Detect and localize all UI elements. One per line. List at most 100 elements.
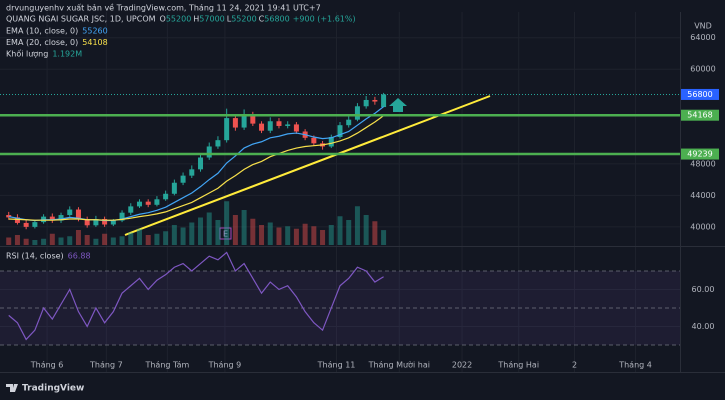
volume-bar: [171, 225, 177, 245]
logo-icon: [6, 384, 18, 392]
volume-bar: [93, 238, 99, 245]
legend-text: 55260: [82, 27, 107, 36]
trend-line: [124, 95, 491, 236]
candle-body: [6, 215, 12, 218]
x-tick-label: Tháng 7: [89, 361, 123, 370]
candle-body: [276, 121, 282, 126]
rsi-tick-label: 40.00: [692, 322, 715, 331]
legend-text: RSI (14, close): [6, 252, 64, 261]
y-tick-label: 60000: [690, 65, 715, 74]
level-tag: [681, 109, 719, 121]
ema-line: [8, 115, 384, 221]
legend-value: 66.88: [68, 252, 91, 261]
volume-bar: [232, 215, 238, 245]
legend-text: 54108: [82, 38, 107, 47]
volume-bar: [58, 237, 64, 245]
candle-body: [328, 137, 334, 147]
candle-body: [337, 125, 343, 138]
x-tick-label: Tháng 9: [208, 361, 242, 370]
legend-text: +900 (+1.61%): [293, 15, 356, 24]
candle-body: [84, 218, 90, 226]
level-tag-label: 54168: [687, 111, 712, 120]
candle-body: [293, 124, 299, 132]
candle-body: [215, 140, 221, 147]
y-tick-label: 40000: [690, 222, 715, 231]
candle-body: [58, 215, 64, 221]
candle-body: [224, 118, 230, 141]
x-tick-label: Tháng Hai: [497, 361, 539, 370]
earnings-marker: E: [223, 230, 228, 239]
legend-text: EMA (10, close, 0): [6, 27, 78, 36]
candle-body: [311, 137, 317, 144]
volume-bar: [145, 235, 151, 245]
x-tick-label: Tháng 6: [30, 361, 64, 370]
candle-body: [49, 216, 55, 221]
volume-bar: [136, 228, 142, 245]
legend-text: 1.192M: [52, 50, 82, 59]
earnings-box: [219, 227, 232, 240]
candle-body: [67, 209, 73, 216]
volume-bar: [293, 228, 299, 245]
volume-bar: [372, 221, 378, 245]
legend-text: C: [259, 15, 265, 24]
candle-body: [93, 218, 99, 226]
candle-body: [346, 119, 352, 126]
x-tick-label: Tháng 11: [317, 361, 356, 370]
attribution: drvunguyenhv xuất bản về TradingView.com…: [6, 3, 321, 13]
legend-text: 57000: [199, 15, 224, 24]
candle-body: [23, 222, 29, 227]
candle-body: [241, 114, 247, 128]
candle-body: [180, 175, 186, 183]
candle-body: [381, 94, 387, 108]
volume-bar: [154, 233, 160, 245]
volume-bar: [189, 222, 195, 245]
rsi-tick-label: 60.00: [692, 285, 715, 294]
legend-text: 56800: [264, 15, 289, 24]
volume-bar: [311, 226, 317, 245]
candle-body: [163, 193, 169, 200]
volume-bar: [6, 237, 12, 245]
x-tick-label: Tháng Tám: [144, 361, 189, 370]
volume-bar: [276, 227, 282, 245]
legend-text: L: [227, 15, 232, 24]
candle-body: [110, 220, 116, 225]
y-tick-label: 64000: [690, 33, 715, 42]
volume-bar: [328, 225, 334, 245]
volume-bar: [320, 230, 326, 245]
x-tick-label: 2022: [452, 361, 472, 370]
candle-body: [102, 218, 108, 225]
volume-bar: [110, 237, 116, 245]
candle-body: [128, 206, 134, 213]
legend-text: 55200: [166, 15, 191, 24]
up-arrow: [389, 98, 407, 112]
volume-bar: [259, 225, 265, 245]
candle-body: [363, 99, 369, 107]
candle-body: [145, 201, 151, 205]
volume-bar: [180, 227, 186, 245]
volume-bar: [206, 212, 212, 245]
candle-body: [354, 106, 360, 120]
legend-text: O: [160, 15, 166, 24]
grid-layer: [0, 12, 680, 372]
candle-body: [154, 199, 160, 205]
volume-bar: [302, 223, 308, 245]
volume-bar: [41, 238, 47, 245]
volume-bar: [354, 206, 360, 245]
volume-bar: [49, 233, 55, 245]
volume-bar: [14, 235, 20, 245]
legend-text: Khối lượng: [6, 49, 48, 59]
candle-body: [119, 212, 125, 221]
ema-line: [8, 106, 384, 222]
volume-bar: [32, 240, 38, 245]
candle-body: [267, 121, 273, 131]
volume-bar: [363, 215, 369, 245]
rsi-line: [8, 251, 384, 341]
candle-body: [285, 124, 291, 126]
volume-bar: [337, 216, 343, 245]
candle-body: [136, 201, 142, 207]
volume-bar: [198, 217, 204, 245]
volume-bar: [267, 222, 273, 245]
candle-body: [171, 182, 177, 194]
